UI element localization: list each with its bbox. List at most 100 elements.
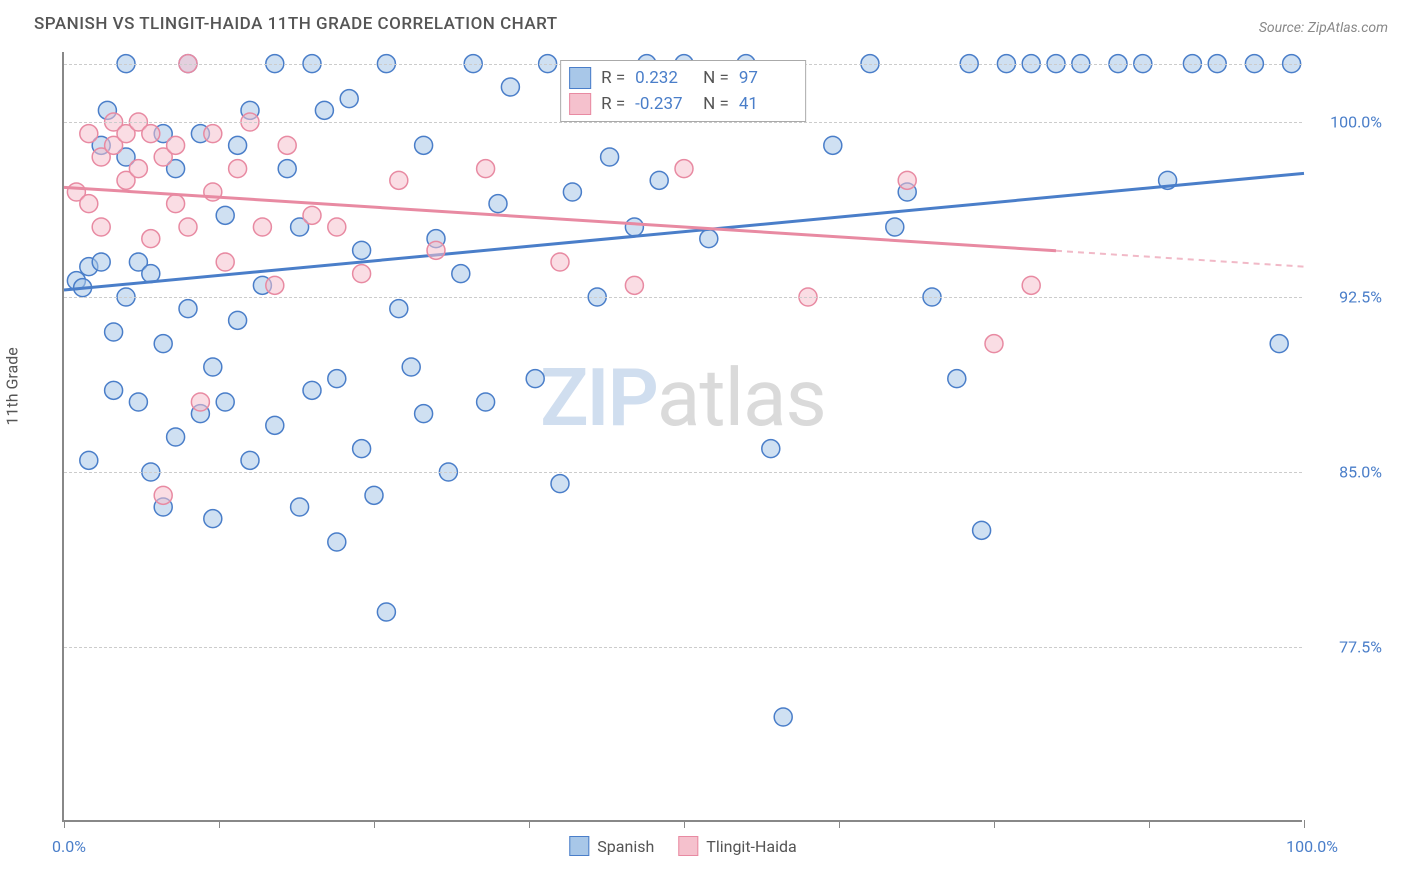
- data-point: [477, 393, 495, 411]
- data-point: [973, 521, 991, 539]
- chart-title: SPANISH VS TLINGIT-HAIDA 11TH GRADE CORR…: [34, 14, 558, 34]
- data-point: [167, 428, 185, 446]
- data-point: [154, 335, 172, 353]
- gridline: [64, 647, 1302, 648]
- correlation-row: R = -0.237 N = 41: [569, 91, 797, 117]
- legend-item: Tlingit-Haida: [678, 836, 796, 856]
- bottom-legend: Spanish Tlingit-Haida: [569, 836, 796, 856]
- data-point: [266, 416, 284, 434]
- data-point: [105, 381, 123, 399]
- data-point: [204, 510, 222, 528]
- data-point: [625, 218, 643, 236]
- data-point: [390, 171, 408, 189]
- gridline: [64, 122, 1302, 123]
- data-point: [650, 171, 668, 189]
- data-point: [824, 136, 842, 154]
- data-point: [898, 171, 916, 189]
- data-point: [253, 218, 271, 236]
- data-point: [105, 323, 123, 341]
- x-tick: [219, 820, 220, 828]
- data-point: [291, 498, 309, 516]
- data-point: [315, 101, 333, 119]
- correlation-legend-box: R =0.232N =97R =-0.237N =41: [560, 60, 806, 122]
- data-point: [204, 125, 222, 143]
- legend-label: Tlingit-Haida: [706, 837, 796, 856]
- x-tick: [839, 820, 840, 828]
- data-point: [700, 230, 718, 248]
- data-point: [365, 486, 383, 504]
- data-point: [204, 358, 222, 376]
- data-point: [167, 136, 185, 154]
- data-point: [402, 358, 420, 376]
- x-axis-max-label: 100.0%: [1286, 837, 1338, 856]
- data-point: [142, 125, 160, 143]
- data-point: [216, 253, 234, 271]
- x-tick: [1304, 820, 1305, 828]
- x-tick: [64, 820, 65, 828]
- data-point: [216, 393, 234, 411]
- legend-swatch: [569, 836, 589, 856]
- data-point: [675, 160, 693, 178]
- legend-swatch: [678, 836, 698, 856]
- r-value: 0.232: [635, 68, 693, 88]
- legend-swatch: [569, 93, 591, 115]
- data-point: [551, 253, 569, 271]
- data-point: [328, 218, 346, 236]
- x-tick: [529, 820, 530, 828]
- data-point: [216, 206, 234, 224]
- data-point: [377, 603, 395, 621]
- data-point: [353, 241, 371, 259]
- r-label: R =: [601, 68, 625, 88]
- y-tick-label: 100.0%: [1312, 113, 1382, 132]
- chart-svg: [64, 52, 1302, 820]
- r-label: R =: [601, 94, 625, 114]
- y-axis-label: 11th Grade: [3, 347, 22, 425]
- x-tick: [994, 820, 995, 828]
- source-attribution: Source: ZipAtlas.com: [1259, 20, 1388, 36]
- n-value: 41: [739, 94, 797, 114]
- data-point: [601, 148, 619, 166]
- r-value: -0.237: [635, 94, 693, 114]
- x-tick: [1149, 820, 1150, 828]
- data-point: [353, 440, 371, 458]
- y-tick-label: 92.5%: [1312, 288, 1382, 307]
- x-tick: [374, 820, 375, 828]
- data-point: [229, 311, 247, 329]
- data-point: [80, 195, 98, 213]
- data-point: [551, 475, 569, 493]
- data-point: [229, 136, 247, 154]
- data-point: [452, 265, 470, 283]
- data-point: [92, 253, 110, 271]
- data-point: [415, 405, 433, 423]
- data-point: [266, 276, 284, 294]
- data-point: [278, 160, 296, 178]
- x-tick: [684, 820, 685, 828]
- data-point: [501, 78, 519, 96]
- legend-swatch: [569, 67, 591, 89]
- data-point: [80, 125, 98, 143]
- gridline: [64, 297, 1302, 298]
- data-point: [191, 393, 209, 411]
- n-label: N =: [703, 94, 729, 114]
- data-point: [167, 195, 185, 213]
- data-point: [179, 300, 197, 318]
- data-point: [1022, 276, 1040, 294]
- plot-area: ZIPatlas R =0.232N =97R =-0.237N =41 Spa…: [62, 52, 1302, 822]
- data-point: [774, 708, 792, 726]
- legend-label: Spanish: [597, 837, 654, 856]
- data-point: [563, 183, 581, 201]
- data-point: [415, 136, 433, 154]
- data-point: [229, 160, 247, 178]
- data-point: [179, 218, 197, 236]
- gridline: [64, 472, 1302, 473]
- y-tick-label: 77.5%: [1312, 638, 1382, 657]
- data-point: [340, 90, 358, 108]
- data-point: [129, 160, 147, 178]
- data-point: [762, 440, 780, 458]
- data-point: [129, 393, 147, 411]
- data-point: [526, 370, 544, 388]
- correlation-row: R =0.232N =97: [569, 65, 797, 91]
- legend-item: Spanish: [569, 836, 654, 856]
- data-point: [985, 335, 1003, 353]
- data-point: [328, 370, 346, 388]
